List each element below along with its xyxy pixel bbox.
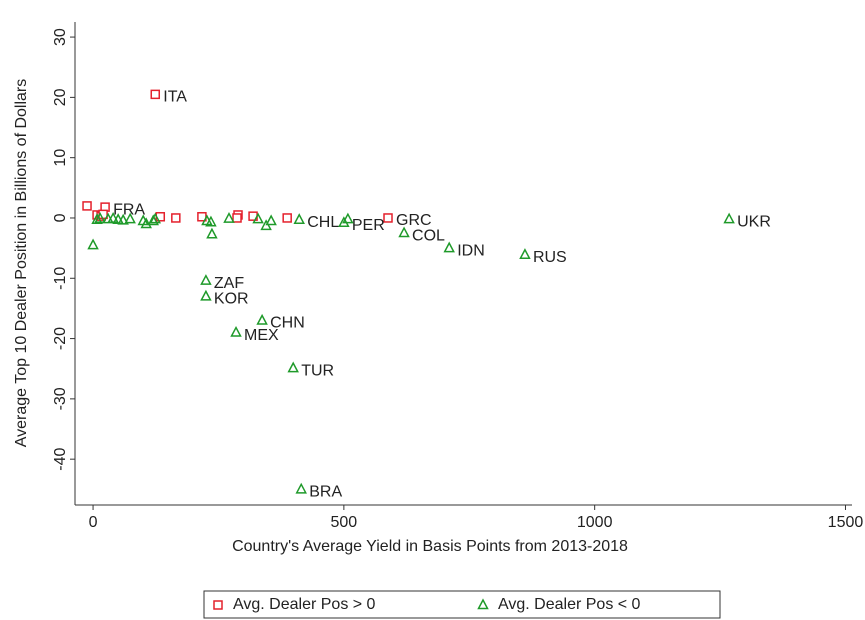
y-tick-label: -40 [52, 448, 69, 471]
point-label: IDN [457, 242, 485, 259]
marker [200, 289, 212, 301]
point-label: PER [352, 217, 385, 234]
legend-marker [477, 598, 489, 610]
marker [342, 212, 354, 224]
marker [287, 361, 299, 373]
x-tick-label: 1500 [828, 514, 864, 531]
marker [282, 213, 292, 223]
marker [147, 214, 159, 226]
y-tick-label: 20 [52, 88, 69, 106]
point-label: GRC [396, 212, 432, 229]
y-tick-label: 10 [52, 149, 69, 167]
point-label: CHL [307, 214, 339, 231]
marker [117, 213, 129, 225]
point-label: ZAF [214, 275, 244, 292]
y-axis-label: Average Top 10 Dealer Position in Billio… [13, 79, 30, 448]
marker [149, 212, 162, 224]
x-tick-label: 500 [331, 514, 358, 531]
legend-label: Avg. Dealer Pos > 0 [233, 596, 376, 613]
marker [230, 325, 242, 337]
marker [206, 227, 218, 239]
marker [256, 313, 268, 325]
point-label: RUS [533, 249, 567, 266]
marker [91, 213, 103, 225]
marker [295, 482, 307, 494]
point-label: CHN [270, 315, 305, 332]
point-label: COL [412, 227, 445, 244]
legend-marker [213, 600, 223, 610]
marker [82, 201, 92, 211]
marker [94, 211, 106, 223]
y-tick-label: 0 [52, 213, 69, 222]
marker [87, 238, 99, 250]
marker [383, 213, 393, 223]
point-label: MEX [244, 327, 279, 344]
marker [140, 217, 152, 229]
marker [150, 89, 161, 100]
marker [223, 211, 235, 223]
marker [723, 212, 735, 224]
marker [265, 214, 277, 226]
marker [443, 241, 455, 253]
marker [124, 212, 136, 224]
marker [293, 213, 305, 225]
point-label: BRA [309, 484, 342, 501]
marker [519, 248, 531, 260]
y-tick-label: -20 [52, 327, 69, 350]
point-label: ITA [163, 89, 187, 106]
point-label: UKR [737, 213, 771, 230]
legend-label: Avg. Dealer Pos < 0 [498, 596, 641, 613]
y-tick-label: 30 [52, 28, 69, 46]
marker [252, 212, 264, 224]
marker [107, 211, 119, 223]
marker [200, 274, 212, 285]
marker [205, 215, 217, 227]
x-tick-label: 0 [89, 514, 98, 531]
marker [232, 213, 242, 223]
y-tick-label: -10 [52, 267, 69, 290]
marker [398, 226, 410, 238]
y-tick-label: -30 [52, 387, 69, 410]
point-label: FRA [113, 201, 145, 218]
point-label: KOR [214, 291, 249, 308]
point-label: TUR [301, 362, 334, 379]
marker [171, 213, 181, 223]
x-tick-label: 1000 [577, 514, 613, 531]
legend-box [203, 590, 721, 619]
x-axis-label: Country's Average Yield in Basis Points … [232, 538, 628, 555]
